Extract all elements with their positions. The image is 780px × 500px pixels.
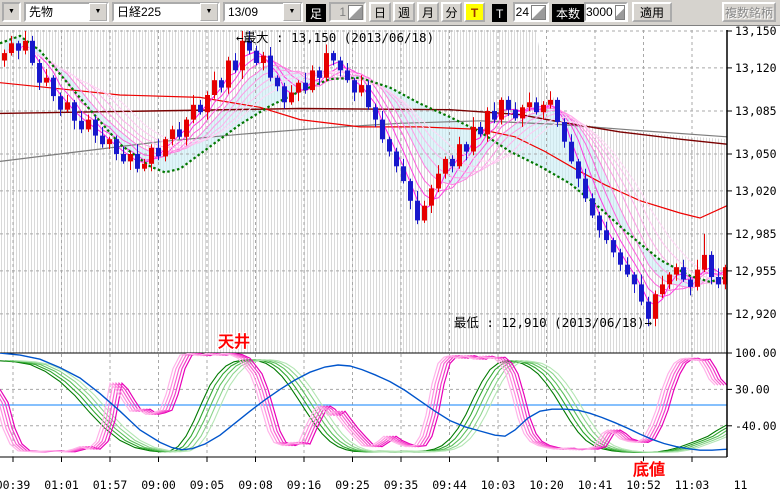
ma-ribbon-line bbox=[4, 44, 726, 306]
market-select-value: 先物 bbox=[29, 5, 54, 19]
candlesticks bbox=[2, 31, 727, 327]
max-annotation: ←最大 : 13,150 (2013/06/18) bbox=[236, 30, 434, 45]
magenta-oscillator-line bbox=[0, 353, 716, 453]
bar-count-value: 3000 bbox=[586, 5, 613, 19]
ma-ribbon-line bbox=[4, 46, 726, 289]
cyan-fill bbox=[4, 36, 726, 288]
price-tick-label: 13,020 bbox=[735, 184, 777, 198]
bar-count-stepper[interactable]: 3000 bbox=[584, 2, 628, 22]
time-tick-label: 10:52 bbox=[626, 478, 661, 492]
tick-count-stepper[interactable]: 24 bbox=[513, 2, 549, 22]
apply-button[interactable]: 適用 bbox=[632, 2, 672, 22]
annotations: ←最大 : 13,150 (2013/06/18) 最低 : 12,910 (20… bbox=[217, 30, 667, 480]
time-tick-label: 10:03 bbox=[481, 478, 516, 492]
time-tick-label: 11 bbox=[734, 478, 748, 492]
bar-interval-value: 1 bbox=[339, 5, 346, 19]
time-tick-label: 09:08 bbox=[238, 478, 273, 492]
magenta-oscillator-line bbox=[0, 353, 727, 453]
oscillator-panel bbox=[0, 353, 727, 453]
price-tick-label: 13,120 bbox=[735, 61, 777, 75]
time-tick-label: 01:01 bbox=[44, 478, 79, 492]
min-annotation: 最低 : 12,910 (2013/06/18)→ bbox=[454, 315, 653, 330]
price-tick-label: 12,920 bbox=[735, 307, 777, 321]
time-tick-label: 01:57 bbox=[93, 478, 128, 492]
gray-ma-line bbox=[0, 120, 727, 162]
tick-count-value: 24 bbox=[515, 5, 529, 19]
time-tick-label: 09:16 bbox=[287, 478, 322, 492]
chevron-down-icon[interactable]: ▼ bbox=[200, 3, 218, 21]
bar-count-label: 本数 bbox=[552, 4, 585, 22]
price-axis: 13,150 13,120 13,085 13,050 13,020 12,985 12,9… bbox=[726, 24, 777, 457]
ma-ribbon-line bbox=[4, 46, 726, 284]
price-tick-label: 12,955 bbox=[735, 264, 777, 278]
time-tick-label: 00:39 bbox=[0, 478, 30, 492]
blue-oscillator-line bbox=[0, 353, 727, 451]
magenta-oscillator-line bbox=[0, 353, 725, 453]
bar-type-label: 足 bbox=[306, 4, 327, 22]
ma-ribbon-line bbox=[4, 46, 726, 298]
corner-dropdown[interactable]: ▼ bbox=[2, 2, 21, 22]
ma-ribbon-line bbox=[4, 46, 726, 286]
spinner-icon[interactable] bbox=[348, 4, 363, 20]
multi-symbol-button[interactable]: 複数銘柄 bbox=[722, 2, 776, 22]
oscillator-tick-label: 100.00 bbox=[735, 346, 777, 360]
price-tick-label: 13,085 bbox=[735, 104, 777, 118]
time-tick-label: 10:20 bbox=[529, 478, 564, 492]
symbol-select-value: 日経225 bbox=[117, 5, 162, 19]
chevron-down-icon: ▼ bbox=[4, 4, 19, 20]
time-tick-label: 11:03 bbox=[675, 478, 710, 492]
ceiling-annotation: 天井 bbox=[218, 332, 250, 351]
magenta-oscillator-line bbox=[0, 353, 722, 453]
contract-select-value: 13/09 bbox=[228, 5, 259, 19]
magenta-oscillator-line bbox=[0, 353, 719, 453]
toolbar: ▼ 先物 ▼ 日経225 ▼ 13/09 ▼ 足 1 日 週 月 分 T T 2… bbox=[0, 0, 780, 26]
bar-interval-stepper[interactable]: 1 bbox=[329, 2, 366, 22]
oscillator-tick-label: 30.00 bbox=[735, 382, 770, 396]
time-tick-label: 09:44 bbox=[432, 478, 467, 492]
green-ma-line bbox=[0, 34, 727, 284]
ma-ribbon-line bbox=[4, 46, 726, 280]
period-month-button[interactable]: 月 bbox=[417, 2, 439, 22]
period-week-button[interactable]: 週 bbox=[393, 2, 415, 22]
symbol-select[interactable]: 日経225 ▼ bbox=[112, 2, 220, 22]
spinner-icon[interactable] bbox=[614, 4, 625, 20]
time-tick-label: 09:05 bbox=[190, 478, 225, 492]
price-tick-label: 12,985 bbox=[735, 227, 777, 241]
oscillator-tick-label: -40.00 bbox=[735, 419, 777, 433]
price-tick-label: 13,050 bbox=[735, 147, 777, 161]
period-minute-button[interactable]: 分 bbox=[441, 2, 462, 22]
period-day-button[interactable]: 日 bbox=[369, 2, 391, 22]
price-tick-label: 13,150 bbox=[735, 24, 777, 38]
chevron-down-icon[interactable]: ▼ bbox=[283, 3, 301, 21]
spinner-icon[interactable] bbox=[531, 4, 546, 20]
ma-ribbon-line bbox=[4, 46, 726, 282]
tick-count-label: T bbox=[492, 4, 508, 22]
market-select[interactable]: 先物 ▼ bbox=[24, 2, 109, 22]
contract-select[interactable]: 13/09 ▼ bbox=[223, 2, 303, 22]
period-tick-button[interactable]: T bbox=[464, 2, 485, 22]
time-tick-label: 09:25 bbox=[335, 478, 370, 492]
chevron-down-icon[interactable]: ▼ bbox=[89, 3, 107, 21]
time-axis: 00:39 01:01 01:57 09:00 09:05 09:08 09:16 09:25… bbox=[0, 457, 747, 492]
time-tick-label: 09:35 bbox=[384, 478, 419, 492]
time-tick-label: 09:00 bbox=[141, 478, 176, 492]
bottom-annotation: 底値 bbox=[633, 460, 665, 479]
time-tick-label: 10:41 bbox=[578, 478, 613, 492]
